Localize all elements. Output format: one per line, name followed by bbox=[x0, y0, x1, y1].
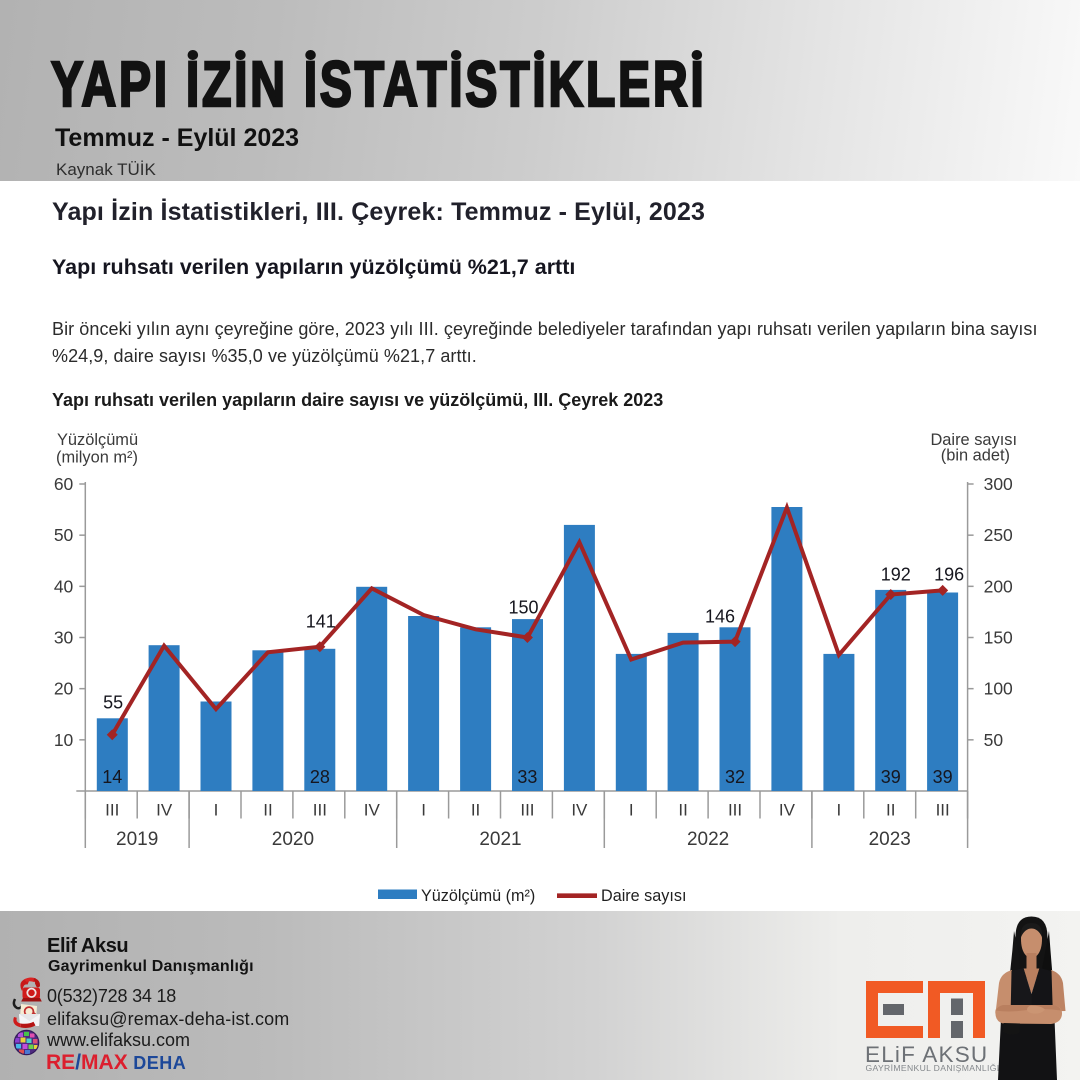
svg-text:II: II bbox=[886, 801, 895, 820]
svg-text:I: I bbox=[629, 801, 634, 820]
svg-text:Daire sayısı: Daire sayısı bbox=[930, 431, 1017, 449]
svg-text:2019: 2019 bbox=[116, 829, 158, 850]
svg-text:Yüzölçümü (m²): Yüzölçümü (m²) bbox=[421, 887, 535, 905]
svg-text:39: 39 bbox=[933, 767, 953, 787]
svg-text:II: II bbox=[678, 801, 687, 820]
svg-text:32: 32 bbox=[725, 767, 745, 787]
svg-text:III: III bbox=[728, 801, 742, 820]
svg-text:III: III bbox=[520, 801, 534, 820]
svg-text:2023: 2023 bbox=[869, 829, 911, 850]
svg-text:200: 200 bbox=[984, 576, 1013, 596]
svg-text:196: 196 bbox=[934, 564, 964, 584]
svg-text:I: I bbox=[214, 801, 219, 820]
svg-text:ELiF AKSU: ELiF AKSU bbox=[865, 1042, 988, 1067]
svg-text:150: 150 bbox=[984, 628, 1013, 648]
svg-text:I: I bbox=[836, 801, 841, 820]
svg-text:III: III bbox=[313, 801, 327, 820]
svg-text:33: 33 bbox=[517, 767, 537, 787]
svg-text:100: 100 bbox=[984, 679, 1013, 699]
svg-text:146: 146 bbox=[705, 607, 735, 627]
svg-text:IV: IV bbox=[571, 801, 588, 820]
svg-text:50: 50 bbox=[54, 525, 74, 545]
svg-text:(bin adet): (bin adet) bbox=[941, 447, 1010, 465]
svg-text:40: 40 bbox=[54, 576, 74, 596]
svg-text:14: 14 bbox=[102, 767, 122, 787]
svg-text:II: II bbox=[471, 801, 480, 820]
svg-text:150: 150 bbox=[508, 598, 538, 618]
svg-text:192: 192 bbox=[881, 565, 911, 585]
svg-text:IV: IV bbox=[779, 801, 796, 820]
svg-text:(milyon m²): (milyon m²) bbox=[56, 449, 138, 467]
svg-text:39: 39 bbox=[881, 767, 901, 787]
svg-text:60: 60 bbox=[54, 474, 74, 494]
svg-text:141: 141 bbox=[306, 612, 336, 632]
svg-text:300: 300 bbox=[984, 474, 1013, 494]
svg-text:50: 50 bbox=[984, 730, 1004, 750]
svg-text:Daire sayısı: Daire sayısı bbox=[601, 887, 686, 905]
svg-text:III: III bbox=[936, 801, 950, 820]
svg-text:28: 28 bbox=[310, 767, 330, 787]
svg-text:20: 20 bbox=[54, 679, 74, 699]
svg-text:GAYRİMENKUL DANIŞMANLIĞI: GAYRİMENKUL DANIŞMANLIĞI bbox=[866, 1063, 1000, 1073]
svg-text:I: I bbox=[421, 801, 426, 820]
svg-text:2020: 2020 bbox=[272, 829, 314, 850]
svg-text:2022: 2022 bbox=[687, 829, 729, 850]
svg-text:250: 250 bbox=[984, 525, 1013, 545]
svg-text:2021: 2021 bbox=[479, 829, 521, 850]
svg-text:Yüzölçümü: Yüzölçümü bbox=[57, 431, 138, 449]
svg-text:30: 30 bbox=[54, 628, 74, 648]
svg-text:III: III bbox=[105, 801, 119, 820]
svg-text:10: 10 bbox=[54, 730, 74, 750]
svg-text:IV: IV bbox=[156, 801, 173, 820]
svg-text:IV: IV bbox=[364, 801, 381, 820]
svg-text:II: II bbox=[263, 801, 272, 820]
svg-text:55: 55 bbox=[103, 693, 123, 713]
